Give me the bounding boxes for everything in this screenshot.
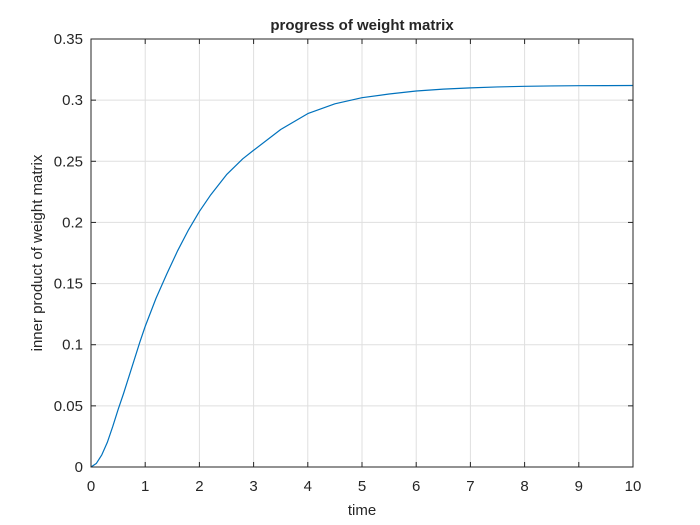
x-tick-label: 7 <box>466 478 474 495</box>
x-tick-label: 5 <box>358 478 366 495</box>
y-tick-label: 0.25 <box>54 153 83 170</box>
x-tick-label: 6 <box>412 478 420 495</box>
y-tick-label: 0.05 <box>54 398 83 415</box>
x-tick-label: 9 <box>575 478 583 495</box>
x-axis-label: time <box>348 502 376 519</box>
series-layer <box>90 84 634 468</box>
axes-box <box>90 38 634 468</box>
y-axis-label: inner product of weight matrix <box>29 154 46 351</box>
x-gridlines <box>144 39 580 467</box>
chart-title: progress of weight matrix <box>270 17 454 34</box>
x-tick-label: 8 <box>520 478 528 495</box>
x-tick-label: 1 <box>141 478 149 495</box>
y-tick-label: 0.2 <box>62 214 83 231</box>
series-line <box>90 84 634 468</box>
x-tick-label: 0 <box>87 478 95 495</box>
x-tick-label: 10 <box>625 478 642 495</box>
x-tick-label: 4 <box>304 478 312 495</box>
y-gridlines <box>91 99 633 407</box>
y-tick-label: 0.15 <box>54 276 83 293</box>
y-tick-label: 0.1 <box>62 337 83 354</box>
x-tick-label: 3 <box>249 478 257 495</box>
x-tick-label: 2 <box>195 478 203 495</box>
y-tick-labels: 0 0.05 0.1 0.15 0.2 0.25 0.3 0.35 <box>54 31 83 476</box>
y-tick-label: 0.35 <box>54 31 83 48</box>
x-tick-labels: 0 1 2 3 4 5 6 7 8 9 10 <box>87 478 642 495</box>
y-tick-label: 0 <box>75 459 83 476</box>
y-tick-label: 0.3 <box>62 92 83 109</box>
